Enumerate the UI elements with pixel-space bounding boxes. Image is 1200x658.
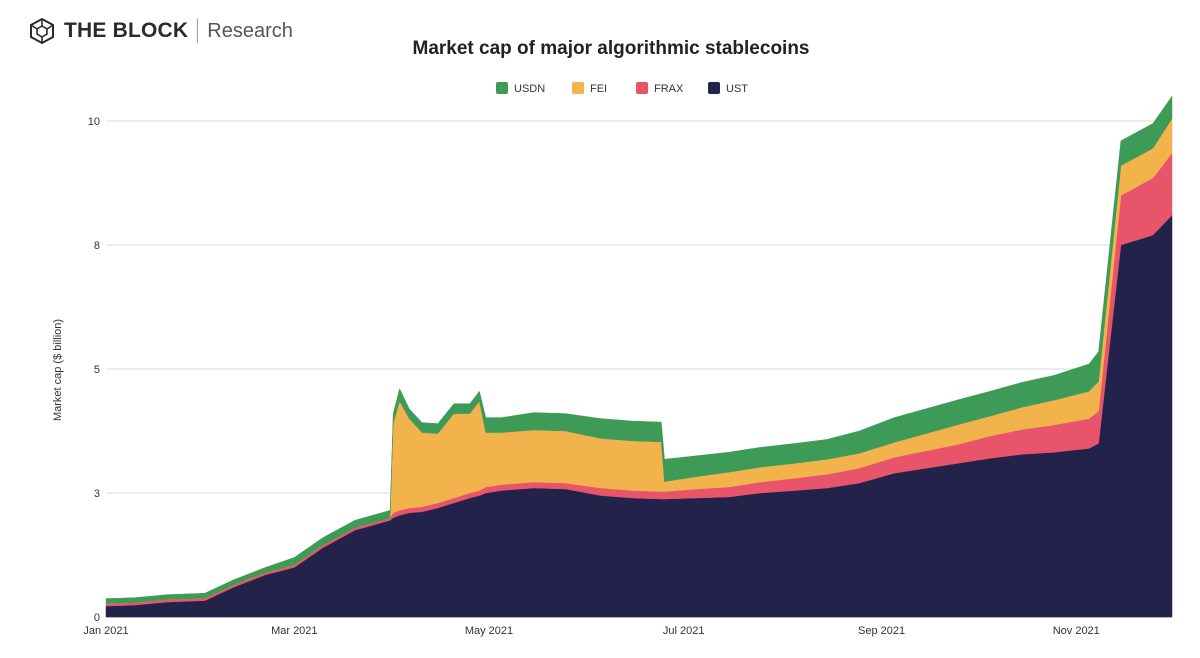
the-block-cube-icon — [30, 17, 54, 45]
legend-label: FRAX — [654, 83, 684, 95]
y-tick-label: 3 — [94, 488, 100, 500]
x-tick-label: Mar 2021 — [271, 625, 317, 637]
x-tick-label: Jul 2021 — [663, 625, 705, 637]
legend-swatch — [708, 82, 720, 94]
y-tick-label: 8 — [94, 240, 100, 252]
y-tick-label: 10 — [88, 116, 100, 128]
legend-swatch — [572, 82, 584, 94]
y-tick-label: 5 — [94, 364, 100, 376]
y-tick-label: 0 — [94, 612, 100, 624]
x-tick-label: May 2021 — [465, 625, 513, 637]
legend-label: FEI — [590, 83, 607, 95]
legend-item-ust[interactable]: UST — [708, 82, 748, 95]
x-tick-label: Jan 2021 — [83, 625, 128, 637]
x-tick-label: Sep 2021 — [858, 625, 905, 637]
brand-name: THE BLOCK — [64, 19, 189, 42]
brand-sub: Research — [207, 19, 293, 42]
legend-item-usdn[interactable]: USDN — [496, 82, 545, 95]
legend-item-fei[interactable]: FEI — [572, 82, 607, 95]
y-axis-ticks: 0 3 5 8 10 — [88, 116, 100, 624]
brand-divider — [197, 19, 199, 43]
legend: USDN FEI FRAX UST — [496, 82, 748, 95]
x-axis-ticks: Jan 2021 Mar 2021 May 2021 Jul 2021 Sep 2021… — [83, 625, 1099, 637]
y-axis-label: Market cap ($ billion) — [52, 319, 64, 421]
area-usdn — [105, 95, 1173, 604]
legend-label: USDN — [514, 83, 545, 95]
stacked-areas — [105, 95, 1173, 618]
legend-label: UST — [726, 83, 748, 95]
brand-logo: THE BLOCK Research — [28, 14, 293, 48]
legend-item-frax[interactable]: FRAX — [636, 82, 684, 95]
legend-swatch — [636, 82, 648, 94]
legend-swatch — [496, 82, 508, 94]
x-tick-label: Nov 2021 — [1053, 625, 1100, 637]
chart-title: Market cap of major algorithmic stableco… — [412, 38, 810, 59]
